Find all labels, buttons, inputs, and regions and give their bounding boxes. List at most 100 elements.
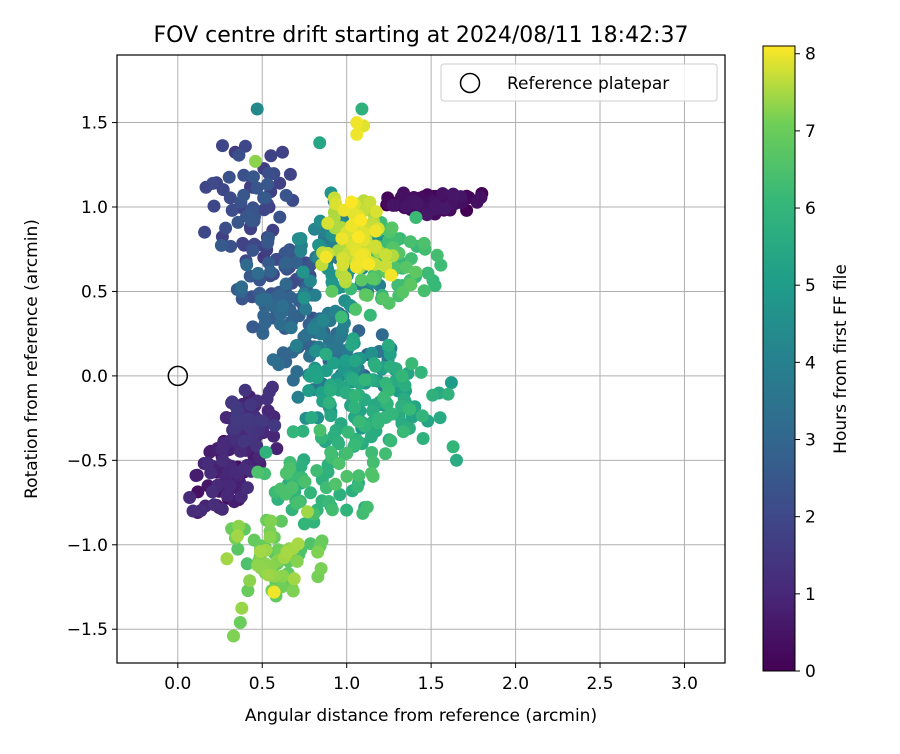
scatter-point [436, 187, 450, 201]
scatter-point [267, 429, 281, 443]
scatter-point [214, 238, 228, 252]
scatter-point [371, 416, 385, 430]
colorbar-tick-label: 3 [805, 431, 816, 451]
scatter-point [207, 498, 221, 512]
scatter-point [223, 191, 237, 205]
scatter-point [379, 248, 393, 262]
scatter-point [236, 236, 250, 250]
scatter-point [253, 545, 267, 558]
scatter-point [227, 629, 240, 643]
scatter-point [262, 166, 276, 180]
scatter-point [274, 514, 288, 528]
scatter-point [319, 250, 333, 264]
scatter-point [377, 391, 391, 404]
scatter-point [395, 369, 409, 383]
scatter-point [403, 402, 417, 416]
scatter-point [414, 365, 428, 379]
scatter-point [258, 191, 272, 205]
scatter-point [375, 328, 389, 342]
scatter-point [237, 188, 251, 202]
scatter-point [264, 149, 278, 163]
scatter-point [250, 181, 264, 195]
scatter-point [340, 469, 354, 483]
scatter-point [310, 371, 324, 384]
scatter-point [231, 215, 245, 229]
scatter-point [251, 465, 265, 479]
scatter-point [324, 445, 338, 459]
scatter-point [365, 446, 379, 459]
scatter-point [266, 353, 280, 367]
scatter-point [336, 251, 350, 265]
chart-title: FOV centre drift starting at 2024/08/11 … [154, 23, 689, 48]
scatter-point [348, 438, 362, 452]
scatter-point [225, 203, 239, 217]
scatter-point [231, 542, 245, 556]
reference-platepar-marker [167, 365, 189, 387]
scatter-point [340, 446, 354, 460]
scatter-point [403, 235, 417, 249]
colorbar: 0 1 2 3 4 5 6 7 8 Hours from first FF file [762, 45, 851, 682]
scatter-point [306, 321, 320, 335]
y-axis-ticks: −1.5 −1.0 −0.5 0.0 0.5 1.0 1.5 [67, 114, 117, 640]
scatter-point [309, 344, 323, 358]
scatter-point [296, 265, 310, 279]
scatter-point [344, 195, 358, 209]
scatter-point [405, 357, 419, 371]
scatter-point [291, 537, 305, 551]
colorbar-gradient [762, 45, 796, 672]
scatter-point [428, 279, 442, 293]
scatter-point [216, 443, 229, 457]
scatter-point [261, 177, 274, 191]
scatter-point [290, 365, 304, 379]
y-tick-label: −0.5 [67, 451, 108, 471]
scatter-point [351, 480, 364, 494]
scatter-point [341, 425, 355, 439]
colorbar-tick-label: 1 [805, 585, 816, 605]
scatter-point [313, 423, 327, 437]
legend-box [440, 63, 718, 102]
scatter-point [231, 404, 245, 418]
scatter-point [298, 475, 312, 489]
scatter-point [240, 258, 254, 272]
scatter-point [233, 616, 247, 629]
scatter-point [279, 466, 293, 480]
y-axis-label: Rotation from reference (arcmin) [22, 219, 42, 499]
scatter-point [283, 243, 297, 257]
scatter-point [434, 258, 448, 272]
scatter-point [302, 384, 316, 398]
scatter-point [339, 271, 352, 285]
scatter-point [332, 457, 346, 470]
scatter-point [244, 214, 258, 228]
scatter-point [319, 347, 333, 361]
scatter-point [416, 432, 430, 445]
scatter-point [206, 176, 220, 190]
scatter-point [364, 430, 378, 444]
scatter-point [262, 568, 275, 582]
scatter-point [333, 488, 347, 502]
scatter-point [365, 346, 379, 360]
scatter-point [238, 383, 252, 397]
scatter-point [368, 359, 382, 373]
scatter-point [335, 310, 348, 324]
scatter-point [273, 210, 287, 224]
x-axis-label: Angular distance from reference (arcmin) [245, 706, 597, 726]
scatter-point [345, 338, 359, 352]
x-tick-label: 1.5 [418, 674, 445, 694]
colorbar-label: Hours from first FF file [831, 264, 851, 454]
scatter-point [368, 239, 382, 253]
scatter-point [310, 464, 324, 478]
scatter-point [267, 585, 281, 599]
scatter-point [290, 554, 304, 568]
scatter-point [397, 186, 410, 200]
scatter-point [355, 273, 368, 287]
scatter-point [286, 425, 300, 439]
scatter-point [355, 102, 369, 116]
scatter-point [450, 453, 463, 467]
scatter-point [274, 317, 287, 331]
scatter-point [349, 302, 362, 316]
scatter-point [237, 168, 251, 182]
scatter-point [291, 232, 305, 246]
scatter-point [396, 425, 410, 439]
scatter-point [446, 440, 460, 454]
